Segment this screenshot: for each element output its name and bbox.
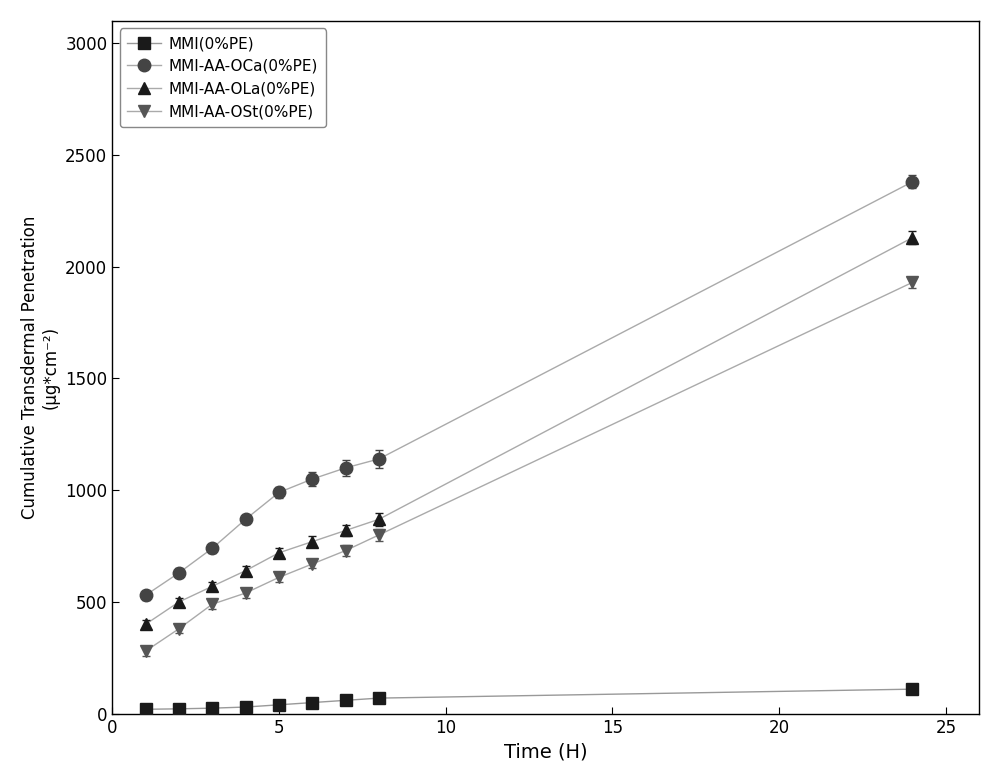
X-axis label: Time (H): Time (H) (504, 742, 587, 761)
Legend: MMI(0%PE), MMI-AA-OCa(0%PE), MMI-AA-OLa(0%PE), MMI-AA-OSt(0%PE): MMI(0%PE), MMI-AA-OCa(0%PE), MMI-AA-OLa(… (120, 28, 326, 127)
Y-axis label: Cumulative Transdermal Penetration
(μg*cm⁻²): Cumulative Transdermal Penetration (μg*c… (21, 216, 60, 519)
